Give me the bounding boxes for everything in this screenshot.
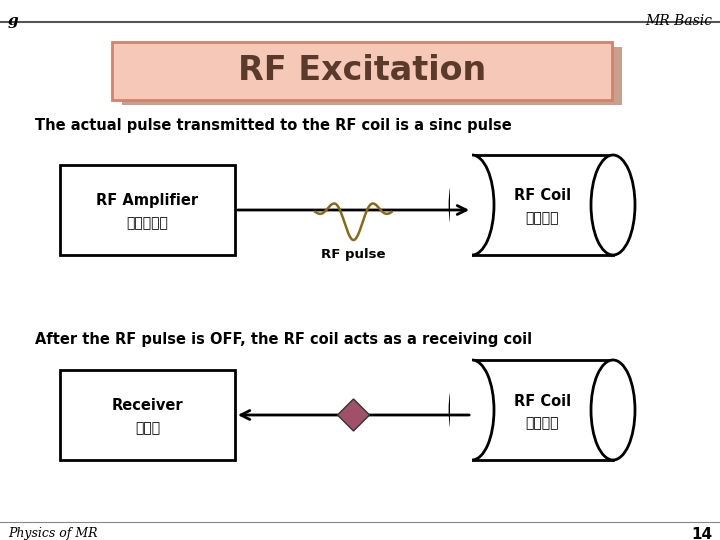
Text: RF pulse: RF pulse <box>321 248 386 261</box>
Text: g: g <box>8 14 19 28</box>
Text: After the RF pulse is OFF, the RF coil acts as a receiving coil: After the RF pulse is OFF, the RF coil a… <box>35 332 532 347</box>
FancyBboxPatch shape <box>112 42 612 100</box>
Text: RF Excitation: RF Excitation <box>238 55 486 87</box>
Text: 射頻放大器: 射頻放大器 <box>127 216 168 230</box>
Text: RF Amplifier: RF Amplifier <box>96 193 199 208</box>
Bar <box>450 153 472 257</box>
Bar <box>60 370 235 460</box>
Bar <box>450 358 472 462</box>
Polygon shape <box>338 399 369 431</box>
Ellipse shape <box>591 360 635 460</box>
Text: Receiver: Receiver <box>112 399 184 414</box>
Text: RF Coil: RF Coil <box>514 188 571 204</box>
Text: RF Coil: RF Coil <box>514 394 571 408</box>
Text: Physics of MR: Physics of MR <box>8 527 97 540</box>
Text: MR Basic: MR Basic <box>645 14 712 28</box>
Ellipse shape <box>450 155 494 255</box>
Bar <box>472 360 613 460</box>
Ellipse shape <box>450 360 494 460</box>
Text: 接收器: 接收器 <box>135 421 160 435</box>
Bar <box>472 155 613 255</box>
Bar <box>60 165 235 255</box>
Text: 射頻線圈: 射頻線圈 <box>526 211 559 225</box>
FancyBboxPatch shape <box>122 47 622 105</box>
Text: The actual pulse transmitted to the RF coil is a sinc pulse: The actual pulse transmitted to the RF c… <box>35 118 512 133</box>
Text: 射頻線圈: 射頻線圈 <box>526 416 559 430</box>
Ellipse shape <box>591 155 635 255</box>
Text: 14: 14 <box>691 527 712 540</box>
